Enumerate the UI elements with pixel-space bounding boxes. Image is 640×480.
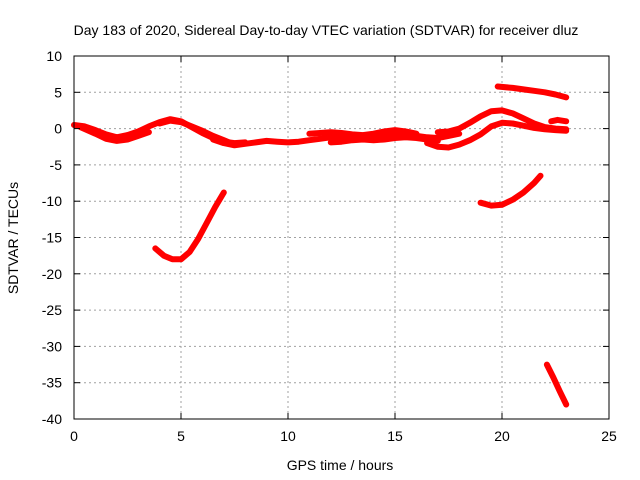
series-arc-10: [548, 116, 570, 125]
series-arc-9: [494, 83, 570, 101]
series-arc-5: [306, 127, 420, 139]
y-tick-label: -40: [42, 411, 62, 427]
x-axis-label: GPS time / hours: [287, 457, 394, 473]
x-tick-label: 25: [601, 428, 617, 444]
series-arc-2: [77, 124, 152, 144]
axis-ticks: 0 5 10 15 20 25 -40 -35 -30 -25 -20 -15 -10 -5 0 5 10: [42, 48, 617, 444]
grid: [74, 56, 609, 419]
series-arc-8: [434, 107, 570, 136]
y-tick-label: 10: [46, 48, 62, 64]
x-tick-label: 15: [387, 428, 403, 444]
y-tick-label: -30: [42, 338, 62, 354]
x-tick-label: 5: [177, 428, 185, 444]
y-tick-label: 0: [54, 121, 62, 137]
y-axis-label: SDTVAR / TECUs: [5, 182, 21, 294]
x-tick-label: 0: [70, 428, 78, 444]
chart-title: Day 183 of 2020, Sidereal Day-to-day VTE…: [74, 22, 579, 38]
x-tick-label: 20: [494, 428, 510, 444]
y-tick-label: -20: [42, 266, 62, 282]
plot-series: [71, 83, 570, 408]
y-tick-label: -10: [42, 193, 62, 209]
y-tick-label: -25: [42, 302, 62, 318]
series-arc-12: [477, 172, 544, 209]
y-tick-label: -5: [50, 157, 63, 173]
y-tick-label: 5: [54, 84, 62, 100]
series-arc-11: [152, 189, 227, 263]
series-arc-6: [327, 134, 441, 146]
y-tick-label: -35: [42, 375, 62, 391]
x-tick-label: 10: [280, 428, 296, 444]
y-tick-label: -15: [42, 230, 62, 246]
series-arc-13: [543, 361, 570, 408]
